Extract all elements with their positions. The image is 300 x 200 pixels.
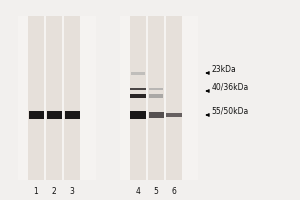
Bar (120, 16, 198, 180)
Bar (28, 16, 44, 180)
Text: 55/50kDa: 55/50kDa (212, 107, 249, 116)
Bar (167, 113, 182, 117)
Bar (18, 16, 96, 180)
Text: 40/36kDa: 40/36kDa (212, 83, 249, 92)
Text: 6: 6 (172, 188, 176, 196)
Bar (148, 112, 164, 118)
Bar (64, 16, 80, 180)
Bar (46, 16, 62, 180)
Bar (130, 111, 146, 119)
Text: 1: 1 (34, 188, 38, 196)
Text: 2: 2 (52, 188, 56, 196)
Bar (130, 16, 146, 180)
Bar (149, 88, 163, 90)
Text: 23kDa: 23kDa (212, 65, 236, 74)
Bar (148, 16, 164, 180)
Bar (130, 88, 146, 90)
Bar (149, 94, 163, 98)
Text: 4: 4 (136, 188, 140, 196)
Bar (28, 111, 44, 119)
Bar (46, 111, 62, 119)
Bar (131, 72, 145, 75)
Bar (166, 16, 182, 180)
Bar (130, 94, 146, 98)
Text: 3: 3 (70, 188, 74, 196)
Text: 5: 5 (154, 188, 158, 196)
Bar (64, 111, 80, 119)
